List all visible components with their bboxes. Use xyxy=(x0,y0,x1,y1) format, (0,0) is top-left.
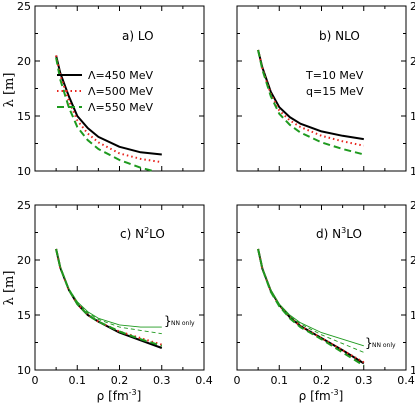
x-tick-label: 0.4 xyxy=(195,374,213,387)
y-tick-label: 10 xyxy=(410,364,415,377)
series-line-nn-only xyxy=(55,248,162,328)
legend-label-550: Λ=550 MeV xyxy=(88,101,153,114)
y-tick-label: 10 xyxy=(17,165,31,178)
nn-only-brace: } xyxy=(365,336,373,350)
axis-ticks: 10 15 20 25 xyxy=(17,0,205,178)
panel-b-nlo: 10 15 20 25 b) NLO T=10 MeV q=15 MeV xyxy=(236,0,415,178)
series-group xyxy=(257,49,365,156)
series-line-nn-only xyxy=(257,248,364,353)
y-tick-label: 20 xyxy=(410,55,415,68)
series-line-nn-only xyxy=(257,248,364,347)
series-group xyxy=(55,55,162,172)
series-group xyxy=(257,248,365,367)
x-axis-label-left: ρ [fm-3] xyxy=(97,388,142,403)
series-group xyxy=(55,248,163,349)
panel-label: a) LO xyxy=(122,29,154,43)
y-tick-label: 20 xyxy=(410,254,415,267)
panel-d-n3lo: 0 0.1 0.2 0.3 0.410 15 20 25 d) N3LO } NN only xyxy=(234,199,415,387)
panel-label: d) N3LO xyxy=(316,226,362,241)
series-line-450-mev xyxy=(55,248,163,349)
y-tick-label: 25 xyxy=(410,0,415,13)
panel-a-lo: 10 15 20 25 a) LO Λ=450 MeV Λ=500 MeV Λ=550… xyxy=(17,0,205,178)
y-tick-label: 25 xyxy=(17,0,31,13)
y-tick-label: 25 xyxy=(17,199,31,212)
series-line-450-mev xyxy=(55,55,162,156)
axis-ticks: 10 15 20 25 xyxy=(236,0,415,178)
x-tick-label: 0.3 xyxy=(153,374,171,387)
y-tick-label: 10 xyxy=(410,165,415,178)
y-tick-label: 15 xyxy=(410,309,415,322)
x-tick-label: 0.4 xyxy=(397,374,415,387)
condition-temperature: T=10 MeV xyxy=(305,69,364,82)
x-tick-label: 0 xyxy=(234,374,241,387)
panel-label: b) NLO xyxy=(319,29,360,43)
series-line-550-mev xyxy=(257,248,365,367)
nn-only-label: NN only xyxy=(372,342,396,349)
legend-label-450: Λ=450 MeV xyxy=(88,69,153,82)
x-tick-label: 0 xyxy=(32,374,39,387)
series-line-550-mev xyxy=(257,49,365,156)
series-line-500-mev xyxy=(257,248,365,364)
legend-label-500: Λ=500 MeV xyxy=(88,85,153,98)
nn-only-brace: } xyxy=(164,314,172,328)
y-tick-label: 15 xyxy=(410,110,415,123)
legend: Λ=450 MeV Λ=500 MeV Λ=550 MeV xyxy=(57,69,153,114)
x-tick-label: 0.2 xyxy=(111,374,129,387)
nn-only-label: NN only xyxy=(171,320,195,327)
x-axis-label-right: ρ [fm-3] xyxy=(299,388,344,403)
y-tick-label: 25 xyxy=(410,199,415,212)
panel-label: c) N2LO xyxy=(120,226,165,241)
y-axis-label-bottom: λ [m] xyxy=(2,271,17,306)
y-axis-label-top: λ [m] xyxy=(2,73,17,108)
axis-ticks: 0 0.1 0.2 0.3 0.410 15 20 25 xyxy=(234,199,415,387)
axis-ticks: 0 0.1 0.2 0.3 0.4 10 15 20 25 xyxy=(17,199,213,387)
y-tick-label: 15 xyxy=(17,309,31,322)
condition-momentum: q=15 MeV xyxy=(306,85,364,98)
y-tick-label: 10 xyxy=(17,364,31,377)
x-tick-label: 0.1 xyxy=(271,374,289,387)
panel-c-n2lo: 0 0.1 0.2 0.3 0.4 10 15 20 25 c) N2LO } NN only xyxy=(17,199,213,387)
y-tick-label: 15 xyxy=(17,110,31,123)
series-line-550-mev xyxy=(55,57,154,172)
x-tick-label: 0.1 xyxy=(69,374,87,387)
x-tick-label: 0.2 xyxy=(313,374,331,387)
x-tick-label: 0.3 xyxy=(355,374,373,387)
y-tick-label: 20 xyxy=(17,254,31,267)
series-line-nn-only xyxy=(55,248,162,335)
y-tick-label: 20 xyxy=(17,55,31,68)
